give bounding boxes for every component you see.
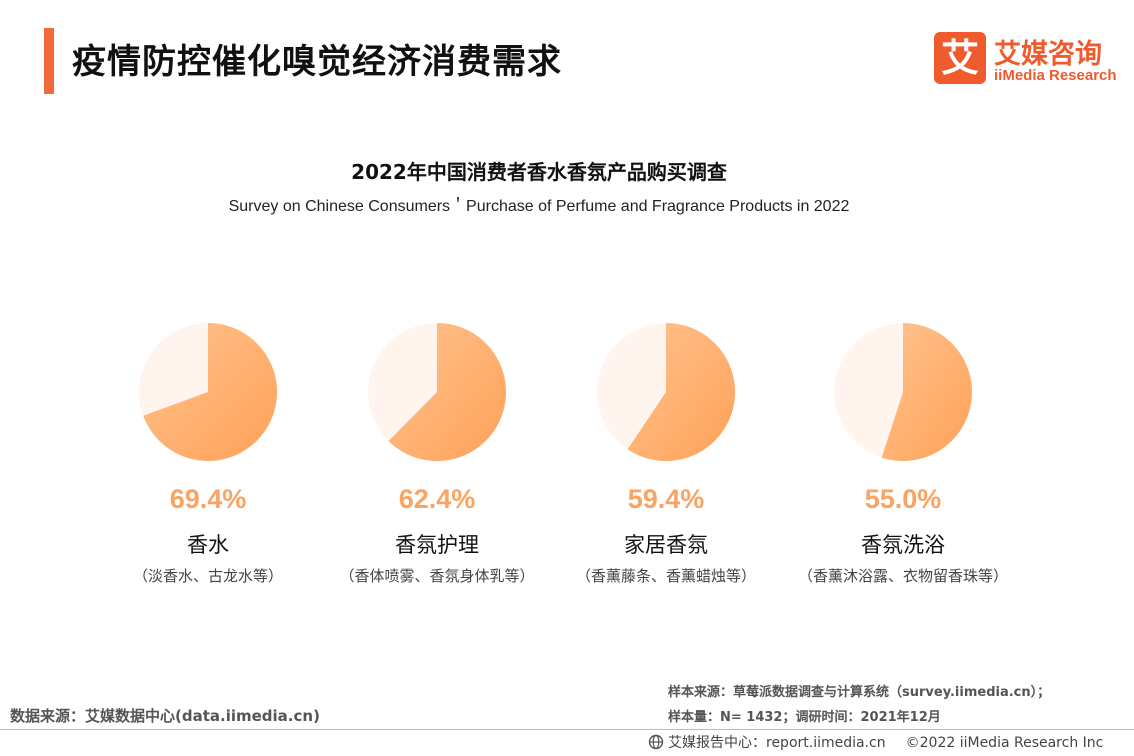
- pie-3: [597, 323, 735, 461]
- iimedia-logo: 艾 艾媒咨询 iiMedia Research: [934, 32, 1117, 88]
- pie-value-label: 59.4%: [627, 484, 705, 514]
- chart-title: 2022年中国消费者香水香氛产品购买调查: [351, 160, 727, 184]
- pie-2: [368, 323, 506, 461]
- logo-name-cn: 艾媒咨询: [994, 39, 1102, 70]
- report-center-link[interactable]: 艾媒报告中心：report.iimedia.cn: [668, 735, 886, 751]
- pie-category-label: 家居香氛: [624, 533, 708, 557]
- pie-charts: [139, 323, 972, 461]
- pie-value-label: 69.4%: [169, 484, 247, 514]
- pie-slice: [143, 323, 277, 461]
- globe-icon: [648, 734, 664, 754]
- pie-1: [139, 323, 277, 461]
- pie-category-label: 香氛洗浴: [861, 533, 945, 557]
- pie-slice: [881, 323, 972, 461]
- chart-subtitle: Survey on Chinese Consumers＇Purchase of …: [228, 198, 850, 215]
- title-accent-bar: [44, 28, 54, 94]
- data-source: 数据来源：艾媒数据中心(data.iimedia.cn): [10, 707, 320, 725]
- pie-item-perfume: 69.4% 香水 （淡香水、古龙水等）: [78, 484, 338, 586]
- pie-category-sublabel: （淡香水、古龙水等）: [132, 567, 283, 585]
- sample-size: 样本量：N= 1432；调研时间：2021年12月: [668, 710, 941, 725]
- footer-bar: 艾媒报告中心：report.iimedia.cn ©2022 iiMedia Re…: [648, 732, 1103, 754]
- pie-slice: [388, 323, 506, 461]
- copyright: ©2022 iiMedia Research Inc: [905, 735, 1104, 751]
- pie-item-fragrance-care: 62.4% 香氛护理 （香体喷雾、香氛身体乳等）: [307, 484, 567, 586]
- sample-source: 样本来源：草莓派数据调查与计算系统（survey.iimedia.cn）；: [668, 685, 1051, 700]
- footer-divider: [0, 729, 1134, 730]
- pie-value-label: 62.4%: [398, 484, 476, 514]
- pie-slice: [627, 323, 735, 461]
- logo-name-en: iiMedia Research: [994, 67, 1117, 84]
- pie-4: [834, 323, 972, 461]
- pie-category-sublabel: （香体喷雾、香氛身体乳等）: [339, 567, 535, 585]
- pie-category-sublabel: （香薰藤条、香薰蜡烛等）: [575, 567, 756, 585]
- pie-item-home-fragrance: 59.4% 家居香氛 （香薰藤条、香薰蜡烛等）: [536, 484, 796, 586]
- pie-category-label: 香水: [187, 533, 229, 557]
- logo-mark: 艾: [934, 32, 986, 84]
- pie-value-label: 55.0%: [864, 484, 942, 514]
- page-title: 疫情防控催化嗅觉经济消费需求: [72, 42, 562, 82]
- pie-item-fragrance-bath: 55.0% 香氛洗浴 （香薰沐浴露、衣物留香珠等）: [773, 484, 1033, 586]
- pie-category-label: 香氛护理: [395, 533, 479, 557]
- pie-category-sublabel: （香薰沐浴露、衣物留香珠等）: [797, 567, 1008, 585]
